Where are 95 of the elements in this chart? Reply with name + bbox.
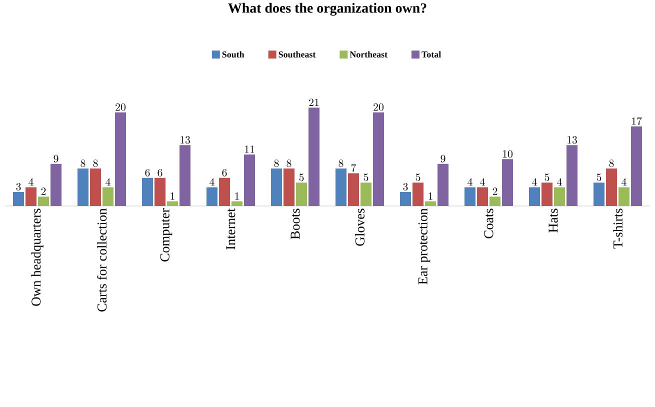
bar: [464, 187, 476, 206]
bar: [26, 187, 37, 206]
data-label: 1: [170, 192, 174, 200]
bar: [180, 145, 191, 206]
legend-label: Northeast: [350, 51, 388, 58]
data-label: 5: [416, 174, 420, 182]
data-label: 4: [532, 178, 537, 186]
bar: [244, 154, 256, 206]
bar: [542, 182, 553, 206]
data-label: 9: [440, 154, 446, 162]
data-label: 8: [93, 160, 98, 168]
bar: [38, 196, 50, 206]
bar: [594, 182, 605, 206]
data-label: 4: [480, 178, 485, 186]
data-label: 13: [180, 136, 190, 144]
data-label: 2: [492, 188, 498, 195]
data-label: 21: [309, 98, 319, 106]
data-label: 8: [274, 160, 279, 168]
data-label: 8: [609, 160, 614, 168]
data-label: 20: [374, 103, 384, 111]
x-tick-label: Coats: [484, 208, 494, 238]
bar: [115, 112, 126, 206]
data-label: 4: [468, 178, 472, 186]
bar: [348, 173, 360, 206]
bar: [554, 187, 566, 206]
bar: [529, 187, 540, 206]
x-tick-label: Internet: [226, 208, 236, 250]
data-label: 5: [364, 174, 368, 182]
bar: [50, 164, 62, 206]
legend-label: Southeast: [278, 51, 316, 58]
data-label: 1: [428, 192, 432, 200]
data-label: 4: [557, 178, 562, 186]
data-label: 9: [54, 154, 58, 162]
data-label: 11: [245, 146, 254, 153]
bar: [13, 192, 24, 206]
x-tick-label: Hats: [548, 208, 558, 232]
chart-title: What does the organization own?: [228, 2, 426, 16]
legend-label: Total: [422, 51, 441, 58]
bar: [412, 182, 424, 206]
data-label: 10: [503, 150, 513, 158]
data-label: 6: [222, 168, 227, 176]
x-tick-label: Own headquarters: [31, 208, 44, 306]
bar: [296, 182, 308, 206]
x-tick-label: Boots: [290, 208, 300, 240]
x-tick-label: T-shirts: [613, 208, 622, 249]
bar: [90, 168, 102, 206]
bar: [618, 187, 630, 206]
bar: [78, 168, 89, 206]
data-label: 8: [286, 160, 292, 168]
data-label: 6: [145, 168, 150, 176]
data-label: 4: [622, 178, 626, 186]
bar: [271, 168, 282, 206]
bar: [360, 182, 372, 206]
bar: [373, 112, 384, 206]
data-label: 3: [403, 182, 408, 190]
bar: [606, 168, 618, 206]
data-label: 5: [544, 174, 550, 182]
bar: [308, 108, 320, 206]
data-label: 6: [158, 168, 162, 176]
bar: [154, 178, 166, 206]
bar: [206, 187, 218, 206]
bar: [490, 196, 501, 206]
data-label: 5: [299, 174, 304, 182]
data-label: 2: [41, 188, 46, 195]
bar: [477, 187, 488, 206]
bar: [284, 168, 295, 206]
data-label: 20: [116, 103, 126, 111]
x-tick-label: Computer: [160, 208, 172, 262]
data-label: 3: [16, 182, 21, 190]
bar: [566, 145, 578, 206]
x-tick-label: Carts for collection: [96, 208, 107, 312]
bar: [400, 192, 412, 206]
legend-label: South: [222, 51, 244, 58]
bar: [102, 187, 114, 206]
bar: [631, 126, 642, 206]
x-tick-label: Ear protection: [418, 208, 430, 284]
data-label: 4: [106, 178, 110, 186]
data-label: 1: [235, 192, 239, 200]
bar: [142, 178, 154, 206]
data-label: 13: [568, 136, 577, 144]
data-label: 8: [80, 160, 86, 168]
data-label: 4: [210, 178, 214, 186]
bar: [232, 201, 243, 206]
x-tick-label: Gloves: [355, 208, 364, 246]
bar: [167, 201, 178, 206]
data-label: 8: [338, 160, 344, 168]
data-label: 5: [596, 174, 602, 182]
bar: [425, 201, 436, 206]
bar: [219, 178, 230, 206]
bar: [438, 164, 449, 206]
bar: [336, 168, 347, 206]
bar: [502, 159, 514, 206]
data-label: 17: [632, 117, 642, 125]
data-label: 4: [28, 178, 34, 186]
data-label: 7: [351, 164, 356, 172]
